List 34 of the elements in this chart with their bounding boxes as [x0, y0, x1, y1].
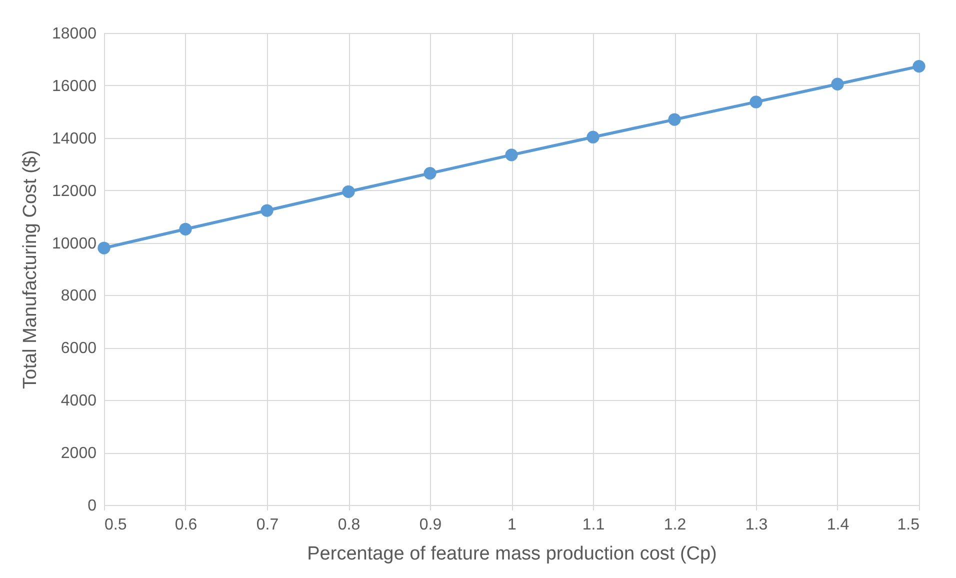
- x-tick-label: 0.6: [174, 516, 198, 534]
- x-axis-title: Percentage of feature mass production cost (Cp): [307, 544, 717, 564]
- x-tick-label: 0.7: [256, 516, 279, 534]
- y-tick-label: 16000: [52, 78, 97, 95]
- y-tick-label: 2000: [60, 445, 97, 462]
- x-tick-label: 1.3: [745, 516, 768, 534]
- x-tick-label: 1.4: [826, 516, 850, 534]
- point: [750, 96, 762, 108]
- y-tick-label: 6000: [60, 340, 97, 358]
- x-tick-label: 0.9: [419, 516, 442, 534]
- point: [260, 204, 274, 217]
- point: [586, 130, 600, 144]
- y-tick-label: 14000: [52, 130, 97, 148]
- point: [179, 222, 192, 236]
- y-tick-label: 8000: [60, 288, 97, 305]
- y-tick-label: 0: [88, 498, 97, 514]
- point: [424, 166, 436, 180]
- point: [342, 185, 355, 198]
- point: [668, 113, 681, 126]
- x-tick-label: 0.5: [104, 516, 127, 534]
- point: [98, 242, 110, 254]
- x-tick-label: 1.5: [897, 516, 920, 534]
- point: [831, 78, 844, 90]
- x-tick-label: 1.1: [582, 516, 605, 534]
- x-tick-label: 1: [508, 516, 517, 534]
- y-axis-title: Total Manufacturing Cost ($): [20, 150, 42, 389]
- y-tick-label: 10000: [52, 235, 97, 252]
- point: [505, 148, 518, 162]
- y-tick-label: 12000: [52, 182, 97, 200]
- y-tick-label: 4000: [60, 392, 97, 410]
- y-tick-label: 18000: [52, 26, 97, 42]
- point: [912, 60, 926, 73]
- x-tick-label: 1.2: [664, 516, 686, 534]
- x-tick-label: 0.8: [338, 516, 360, 534]
